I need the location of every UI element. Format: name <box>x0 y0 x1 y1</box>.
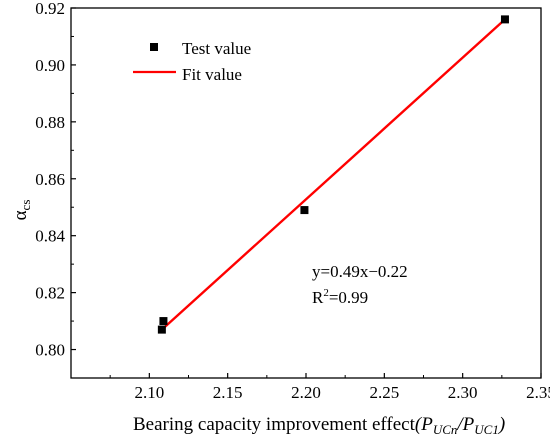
x-axis-title-den-sub: UC1 <box>474 422 499 437</box>
fit-line-group <box>161 18 506 331</box>
x-axis-title-slash: / <box>456 414 464 435</box>
fit-equation: y=0.49x−0.22 <box>312 262 408 281</box>
x-axis-title-main: Bearing capacity improvement effect <box>133 414 416 435</box>
test-value-marker <box>300 206 309 215</box>
x-axis-title-num: P <box>420 414 433 435</box>
x-axis-title: Bearing capacity improvement effect(PUCn… <box>133 414 505 437</box>
test-value-marker <box>157 325 166 334</box>
fit-line <box>161 18 506 331</box>
y-tick-label: 0.88 <box>35 113 65 132</box>
r-squared-sup: 2 <box>323 287 329 299</box>
x-axis-ticks: 2.10 2.15 2.20 2.25 2.30 2.35 <box>109 373 550 402</box>
x-tick-label: 2.15 <box>213 383 243 402</box>
y-axis-title: αcs <box>10 200 33 221</box>
r-squared-value: =0.99 <box>329 288 368 307</box>
x-tick-label: 2.25 <box>369 383 399 402</box>
y-tick-label: 0.82 <box>35 284 65 303</box>
r-squared-base: R <box>312 288 324 307</box>
test-value-marker <box>159 317 168 326</box>
test-value-marker <box>500 15 509 24</box>
legend-label-fit-value: Fit value <box>182 65 242 84</box>
legend-label-test-value: Test value <box>182 39 251 58</box>
x-axis-title-paren-open: ( <box>415 414 423 435</box>
y-axis-ticks: 0.80 0.82 0.84 0.86 0.88 0.90 0.92 <box>35 0 76 360</box>
x-tick-label: 2.10 <box>134 383 164 402</box>
x-tick-label: 2.20 <box>291 383 321 402</box>
plot-frame <box>70 7 542 379</box>
x-tick-label: 2.30 <box>448 383 478 402</box>
x-axis-title-paren-close: ) <box>498 414 505 435</box>
legend-marker-test-value <box>150 43 158 51</box>
legend: Test value Fit value <box>133 39 251 84</box>
y-tick-label: 0.80 <box>35 341 65 360</box>
y-tick-label: 0.84 <box>35 227 65 246</box>
y-axis-title-main: α <box>10 210 31 220</box>
x-tick-label: 2.35 <box>526 383 550 402</box>
y-axis-title-sub: cs <box>18 200 33 211</box>
y-tick-label: 0.92 <box>35 0 65 18</box>
r-squared: R2=0.99 <box>312 287 368 307</box>
x-axis-title-num-sub: UCn <box>433 422 458 437</box>
y-tick-label: 0.90 <box>35 56 65 75</box>
y-tick-label: 0.86 <box>35 170 65 189</box>
x-axis-title-den: P <box>462 414 475 435</box>
test-value-markers <box>157 15 509 334</box>
